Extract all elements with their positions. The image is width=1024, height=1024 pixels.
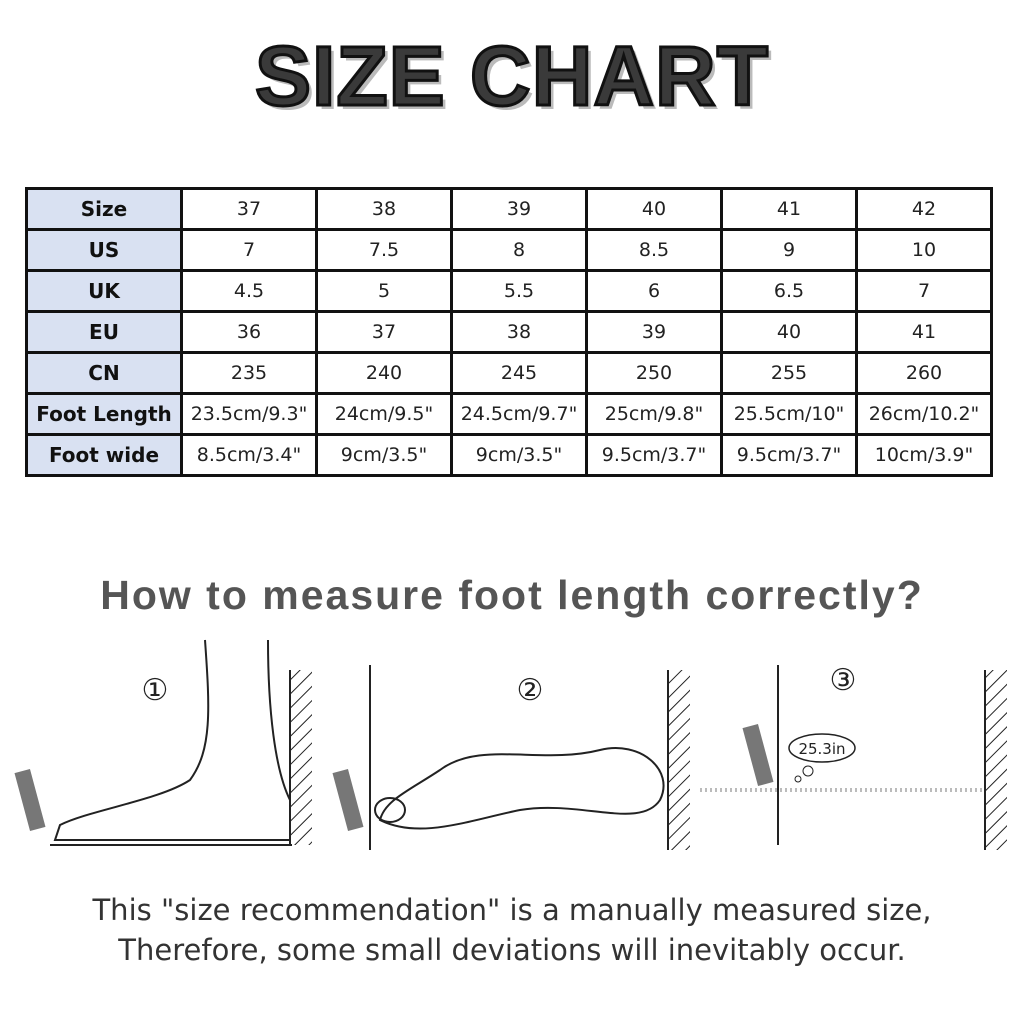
row-label: Foot wide [25,433,183,477]
pencil-icon [14,768,46,832]
table-cell: 37 [180,187,318,231]
step-number-1: ① [142,673,169,708]
page-title: SIZE CHART [254,28,770,125]
note-line-2: Therefore, some small deviations will in… [118,933,906,967]
table-cell: 250 [585,351,723,395]
table-cell: 25.5cm/10" [720,392,858,436]
table-cell: 7.5 [315,228,453,272]
table-cell: 38 [315,187,453,231]
table-cell: 9.5cm/3.7" [585,433,723,477]
table-row: UK 4.5 5 5.5 6 6.5 7 [25,269,993,313]
table-cell: 7 [180,228,318,272]
step-3-illustration: ③ 25.3in [700,663,1007,850]
table-cell: 9cm/3.5" [315,433,453,477]
step-2-illustration: ② [332,665,690,850]
table-cell: 260 [855,351,993,395]
pencil-icon [332,768,364,832]
table-cell: 40 [720,310,858,354]
table-row: US 7 7.5 8 8.5 9 10 [25,228,993,272]
table-cell: 37 [315,310,453,354]
table-cell: 6.5 [720,269,858,313]
size-table: Size 37 38 39 40 41 42 US 7 7.5 8 8.5 9 10 UK 4.5 5 5.5 6 6… [25,187,993,477]
table-cell: 8.5 [585,228,723,272]
table-cell: 10 [855,228,993,272]
table-row: Foot wide 8.5cm/3.4" 9cm/3.5" 9cm/3.5" 9.5cm… [25,433,993,477]
table-cell: 10cm/3.9" [855,433,993,477]
table-cell: 5 [315,269,453,313]
step-number-3: ③ [830,663,857,698]
table-row: Size 37 38 39 40 41 42 [25,187,993,231]
table-cell: 8.5cm/3.4" [180,433,318,477]
table-cell: 40 [585,187,723,231]
table-cell: 39 [450,187,588,231]
measurement-value: 25.3in [798,740,845,758]
table-cell: 26cm/10.2" [855,392,993,436]
table-cell: 24cm/9.5" [315,392,453,436]
table-cell: 245 [450,351,588,395]
note-line-1: This "size recommendation" is a manually… [92,893,932,927]
table-cell: 23.5cm/9.3" [180,392,318,436]
table-cell: 24.5cm/9.7" [450,392,588,436]
table-row: EU 36 37 38 39 40 41 [25,310,993,354]
table-cell: 39 [585,310,723,354]
measure-heading: How to measure foot length correctly? [100,572,924,618]
table-cell: 7 [855,269,993,313]
step-1-illustration: ① [14,639,312,846]
table-cell: 9.5cm/3.7" [720,433,858,477]
row-label: US [25,228,183,272]
table-cell: 240 [315,351,453,395]
row-label: Foot Length [25,392,183,436]
table-cell: 25cm/9.8" [585,392,723,436]
row-label: EU [25,310,183,354]
table-cell: 41 [720,187,858,231]
table-cell: 9cm/3.5" [450,433,588,477]
table-cell: 8 [450,228,588,272]
table-cell: 4.5 [180,269,318,313]
table-cell: 9 [720,228,858,272]
row-label: Size [25,187,183,231]
row-label: UK [25,269,183,313]
table-row: CN 235 240 245 250 255 260 [25,351,993,395]
table-cell: 6 [585,269,723,313]
table-cell: 36 [180,310,318,354]
table-row: Foot Length 23.5cm/9.3" 24cm/9.5" 24.5cm/9.… [25,392,993,436]
table-cell: 38 [450,310,588,354]
table-cell: 41 [855,310,993,354]
table-cell: 42 [855,187,993,231]
row-label: CN [25,351,183,395]
thought-bubble [788,733,856,763]
table-cell: 5.5 [450,269,588,313]
table-cell: 235 [180,351,318,395]
step-number-2: ② [517,673,544,708]
pencil-icon [742,723,774,787]
measure-illustrations: ① ② ③ 25.3in [14,639,1007,850]
table-cell: 255 [720,351,858,395]
